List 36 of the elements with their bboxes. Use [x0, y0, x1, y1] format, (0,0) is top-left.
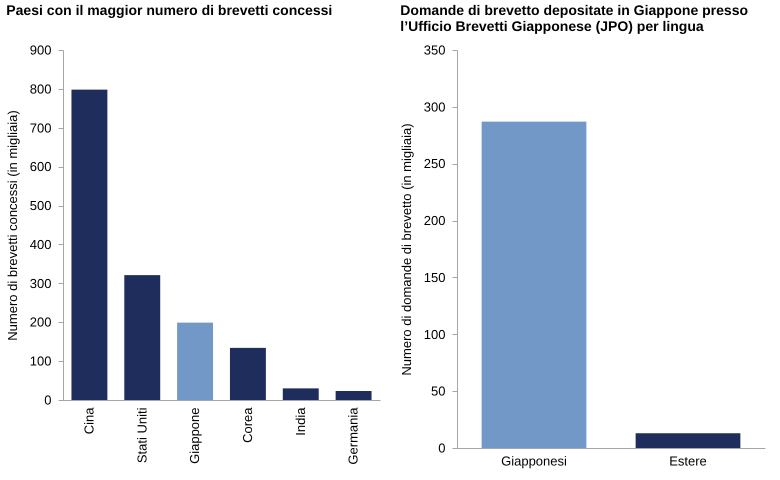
y-tick-label: 200 — [424, 213, 446, 228]
bar — [71, 90, 108, 400]
y-tick-label: 300 — [424, 99, 446, 114]
y-tick-label: 50 — [431, 384, 446, 399]
bar — [336, 391, 372, 400]
y-tick-label: 700 — [30, 120, 52, 136]
y-tick-label: 100 — [30, 354, 52, 369]
bar — [282, 388, 319, 400]
bar — [177, 322, 214, 400]
chart-title: Domande di brevetto depositate in Giappone presso l’Ufficio Brevetti Giapponese (JPO) per lingua — [400, 2, 748, 34]
x-tick-label: Estere — [669, 454, 707, 468]
x-tick-label: Giapponesi — [501, 454, 567, 468]
y-tick-label: 0 — [44, 392, 52, 408]
chart-title: Paesi con il maggior numero di brevetti concessi — [6, 2, 332, 18]
y-tick-label: 900 — [30, 42, 52, 58]
bar — [124, 275, 160, 400]
y-tick-label: 300 — [30, 276, 52, 291]
x-tick-label: Germania — [346, 406, 361, 465]
y-tick-label: 600 — [30, 159, 52, 174]
y-tick-label: 400 — [30, 236, 52, 252]
y-tick-label: 100 — [424, 326, 446, 342]
bar — [230, 348, 266, 400]
x-tick-label: India — [292, 406, 308, 436]
y-tick-label: 350 — [424, 42, 446, 58]
x-tick-label: Giappone — [187, 408, 202, 464]
y-tick-label: 800 — [30, 81, 52, 96]
y-tick-label: 0 — [438, 440, 446, 456]
x-tick-label: Corea — [240, 406, 255, 443]
y-tick-label: 250 — [424, 156, 446, 172]
y-axis-title: Numero di brevetti concessi (in migliaia) — [4, 110, 20, 341]
y-axis-title: Numero di domande di brevetto (in migliaia) — [398, 123, 414, 376]
y-tick-label: 200 — [30, 314, 52, 330]
x-tick-label: Stati Uniti — [134, 407, 150, 464]
x-tick-label: Cina — [81, 406, 96, 434]
y-tick-label: 150 — [424, 270, 446, 285]
y-tick-label: 500 — [30, 198, 52, 214]
